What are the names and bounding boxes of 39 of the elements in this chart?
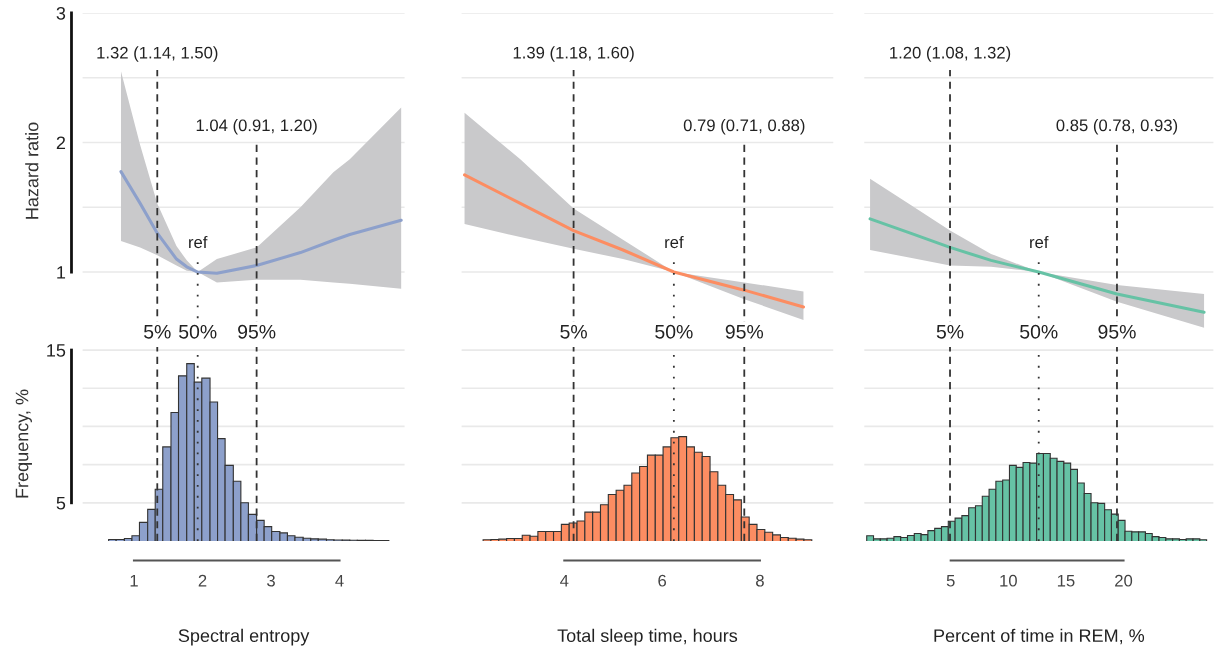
x-tick-label: 2 <box>198 574 207 587</box>
annotation: 1.39 (1.18, 1.60) <box>513 46 634 62</box>
annotation: 50% <box>655 324 693 339</box>
y-tick-label: 3 <box>56 6 66 20</box>
x-tick-label: 4 <box>335 574 344 587</box>
annotation: ref <box>189 235 208 249</box>
y-tick-label: 1 <box>57 266 66 279</box>
y-axis-title: Frequency, % <box>15 389 32 498</box>
annotation: 0.85 (0.78, 0.93) <box>1056 118 1178 135</box>
annotation: 95% <box>1098 324 1136 339</box>
annotation: 50% <box>1020 324 1058 339</box>
x-tick-label: 10 <box>1000 574 1017 587</box>
x-tick-label: 5 <box>946 574 955 587</box>
x-axis-title: Percent of time in REM, % <box>934 628 1145 645</box>
annotation: 5% <box>936 324 964 339</box>
annotation: ref <box>1030 235 1049 249</box>
x-axis-title: Spectral entropy <box>178 628 310 646</box>
x-tick-label: 8 <box>756 574 764 587</box>
annotation: 50% <box>179 324 217 339</box>
annotation: 0.79 (0.71, 0.88) <box>683 118 805 135</box>
annotation: 1.32 (1.14, 1.50) <box>97 46 218 62</box>
annotation: 95% <box>725 324 764 339</box>
x-tick-label: 3 <box>267 574 275 587</box>
annotation: 5% <box>144 324 171 339</box>
y-tick-label: 5 <box>56 496 66 510</box>
x-tick-label: 1 <box>130 574 138 587</box>
annotation: 95% <box>238 324 276 339</box>
annotation: ref <box>665 235 684 249</box>
y-tick-label: 15 <box>47 344 66 357</box>
annotation: 1.04 (0.91, 1.20) <box>196 118 317 135</box>
x-tick-label: 15 <box>1057 574 1075 587</box>
y-axis-title: Hazard ratio <box>25 122 39 219</box>
x-tick-label: 6 <box>658 574 667 587</box>
x-tick-label: 4 <box>560 574 569 587</box>
x-axis-title: Total sleep time, hours <box>557 628 738 646</box>
x-tick-label: 20 <box>1115 574 1133 587</box>
annotation: 5% <box>560 324 587 339</box>
y-tick-label: 2 <box>56 136 66 150</box>
annotation: 1.20 (1.08, 1.32) <box>890 46 1011 62</box>
